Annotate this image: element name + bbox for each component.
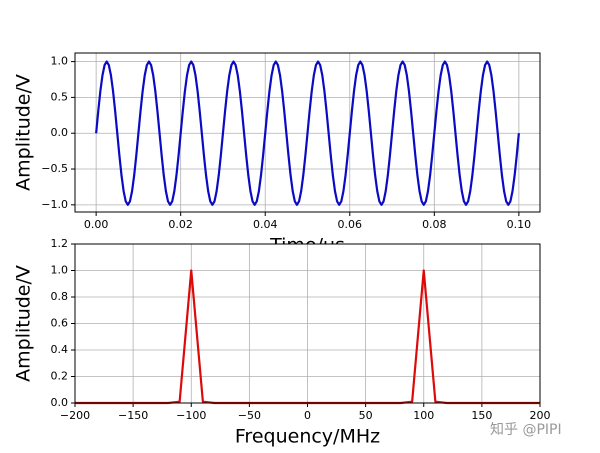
y-tick-label: 1.2 xyxy=(51,237,69,250)
x-tick-label: 0.02 xyxy=(168,218,193,231)
x-tick-label: 0.00 xyxy=(84,218,109,231)
y-axis-label: Amplitude/V xyxy=(13,74,35,191)
y-tick-label: −1.0 xyxy=(41,198,68,211)
x-tick-label: 0.10 xyxy=(507,218,532,231)
y-tick-label: 1.0 xyxy=(51,55,69,68)
y-tick-label: −0.5 xyxy=(41,162,68,175)
y-tick-label: 0.2 xyxy=(51,370,69,383)
x-tick-label: 0.04 xyxy=(253,218,278,231)
y-tick-label: 1.0 xyxy=(51,264,69,277)
x-tick-label: −150 xyxy=(118,409,148,422)
axes-frame xyxy=(74,52,541,213)
watermark: 知乎 @PIPI xyxy=(490,421,562,438)
axes-frame xyxy=(74,243,541,404)
y-tick-label: 0.6 xyxy=(51,317,69,330)
y-tick-label: 0.0 xyxy=(51,126,69,139)
y-tick-label: 0.0 xyxy=(51,396,69,409)
y-axis-label: Amplitude/V xyxy=(13,265,35,382)
x-tick-label: −100 xyxy=(176,409,206,422)
x-tick-label: 100 xyxy=(413,409,434,422)
x-tick-label: −200 xyxy=(60,409,90,422)
y-tick-label: 0.8 xyxy=(51,290,69,303)
x-tick-label: 0 xyxy=(304,409,311,422)
x-tick-label: 150 xyxy=(471,409,492,422)
x-tick-label: −50 xyxy=(238,409,261,422)
signal-line xyxy=(95,60,520,206)
x-tick-label: 200 xyxy=(530,409,551,422)
x-tick-label: 50 xyxy=(359,409,373,422)
x-axis-label: Frequency/MHz xyxy=(235,426,380,448)
x-tick-label: 0.06 xyxy=(338,218,363,231)
y-tick-label: 0.5 xyxy=(51,90,69,103)
x-tick-label: 0.08 xyxy=(422,218,447,231)
y-tick-label: 0.4 xyxy=(51,343,69,356)
